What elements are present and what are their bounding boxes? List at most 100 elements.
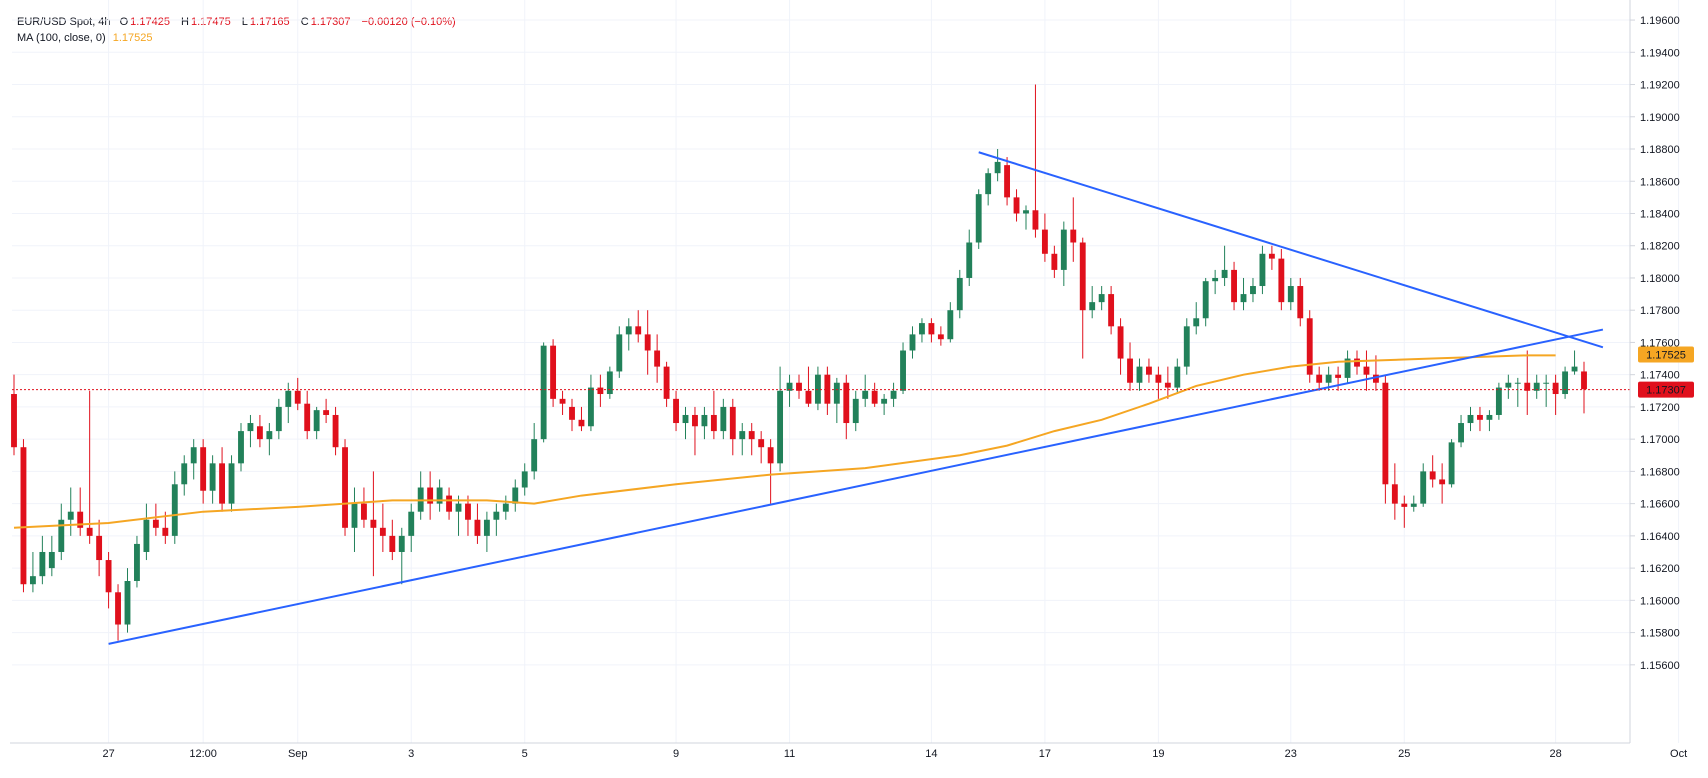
candle-body-down — [805, 390, 812, 404]
candle-body-up — [247, 423, 254, 432]
candle-body-up — [862, 390, 869, 399]
candle-body-up — [1344, 358, 1351, 378]
candle-body-up — [436, 487, 443, 504]
candle-body-up — [833, 382, 840, 404]
candle-body-up — [313, 410, 320, 432]
candle-body-up — [1486, 414, 1493, 420]
candle-body-down — [304, 403, 311, 432]
y-tick-label: 1.16200 — [1640, 563, 1680, 575]
time-axis[interactable]: 27 12:00 Sep 3 5 9 11 14 17 19 23 25 28 Oct — [102, 748, 1687, 760]
y-tick-label: 1.18000 — [1640, 273, 1680, 285]
candle-body-up — [275, 406, 282, 432]
candle-body-down — [1524, 382, 1531, 391]
price-axis[interactable]: 1.19600 1.19400 1.19200 1.19000 1.18800 1.186… — [1630, 15, 1680, 672]
x-tick-label: 12:00 — [189, 748, 217, 760]
open-value: 1.17425 — [130, 16, 170, 28]
candle-body-down — [710, 414, 717, 432]
candle-body-down — [1382, 382, 1389, 485]
candle-body-down — [1439, 479, 1446, 485]
ma-line — [13, 354, 1556, 529]
candle-body-down — [1117, 326, 1124, 359]
candle-body-up — [143, 519, 150, 552]
x-tick-label: 19 — [1152, 748, 1164, 760]
candle-body-up — [190, 447, 197, 464]
ma-price-tag: 1.17525 — [1638, 346, 1694, 363]
candle-body-up — [1136, 366, 1143, 383]
price-tag-bg — [1638, 381, 1694, 398]
candle-body-down — [673, 398, 679, 424]
candle-body-up — [1420, 471, 1427, 504]
candle-body-down — [96, 535, 103, 561]
x-tick-label: 17 — [1039, 748, 1051, 760]
candle-body-down — [824, 374, 831, 404]
y-tick-label: 1.17200 — [1640, 402, 1680, 414]
candle-body-down — [1268, 253, 1275, 259]
open-label: O — [119, 16, 129, 28]
candle-body-up — [1193, 318, 1200, 327]
candle-body-down — [1004, 165, 1011, 198]
candle-body-up — [1098, 294, 1105, 303]
candle-body-up — [531, 439, 538, 472]
candle-body-up — [124, 581, 131, 625]
x-tick-label: 3 — [408, 748, 414, 760]
candle-body-up — [975, 194, 982, 243]
y-tick-label: 1.19000 — [1640, 112, 1680, 124]
candle-body-down — [323, 410, 330, 415]
candle-body-down — [1401, 503, 1408, 507]
candle-body-up — [786, 382, 793, 391]
price-tag-text: 1.17307 — [1646, 385, 1686, 397]
y-tick-label: 1.15800 — [1640, 628, 1680, 640]
x-tick-label: Oct — [1670, 748, 1687, 760]
candle-body-down — [1581, 371, 1587, 390]
candle-body-up — [181, 463, 188, 485]
candle-body-up — [1571, 366, 1578, 372]
y-tick-label: 1.16600 — [1640, 499, 1680, 511]
ma-value: 1.17525 — [112, 32, 153, 44]
last-price-tag: 1.17307 — [1638, 381, 1694, 398]
candle-body-up — [919, 323, 925, 335]
candle-body-down — [550, 345, 557, 399]
candle-body-up — [351, 503, 358, 528]
candle-body-down — [20, 447, 27, 585]
candle-body-down — [1041, 229, 1048, 254]
candle-body-up — [881, 398, 888, 404]
candle-body-down — [729, 406, 736, 440]
candle-body-up — [483, 519, 490, 536]
y-tick-label: 1.18200 — [1640, 241, 1680, 253]
candle-body-down — [1013, 197, 1020, 214]
candle-body-up — [1250, 286, 1256, 295]
candle-body-up — [701, 414, 708, 427]
candle-body-up — [67, 511, 74, 520]
candle-body-down — [152, 519, 159, 528]
candle-body-up — [455, 503, 462, 512]
candle-body-up — [1240, 294, 1247, 303]
candle-body-up — [540, 345, 547, 440]
symbol-label: EUR/USD Spot, 4h — [17, 16, 111, 28]
candle-body-up — [606, 371, 613, 395]
trendline — [978, 151, 1604, 349]
candle-body-down — [569, 406, 575, 420]
candle-body-up — [502, 503, 509, 512]
candle-body-down — [115, 592, 121, 625]
ma-legend[interactable]: MA (100, close, 0) 1.17525 — [17, 32, 152, 44]
candle-body-down — [1306, 318, 1313, 375]
candle-body-up — [985, 173, 992, 195]
candle-body-down — [474, 519, 481, 536]
candle-body-down — [928, 323, 935, 335]
candle-body-up — [1023, 210, 1029, 214]
candle-body-up — [1089, 302, 1096, 311]
candle-body-up — [39, 551, 46, 577]
candle-body-up — [947, 310, 954, 340]
grid — [12, 0, 1680, 743]
x-tick-label: 25 — [1398, 748, 1410, 760]
x-tick-label: 11 — [784, 748, 795, 760]
candle-body-down — [379, 527, 386, 536]
x-tick-label: 27 — [102, 748, 114, 760]
candle-body-down — [767, 447, 774, 464]
candle-body-down — [692, 414, 698, 427]
candle-body-up — [285, 390, 292, 407]
candle-body-up — [1458, 423, 1464, 443]
candle-body-up — [1174, 366, 1181, 388]
candle-body-up — [1448, 442, 1455, 485]
